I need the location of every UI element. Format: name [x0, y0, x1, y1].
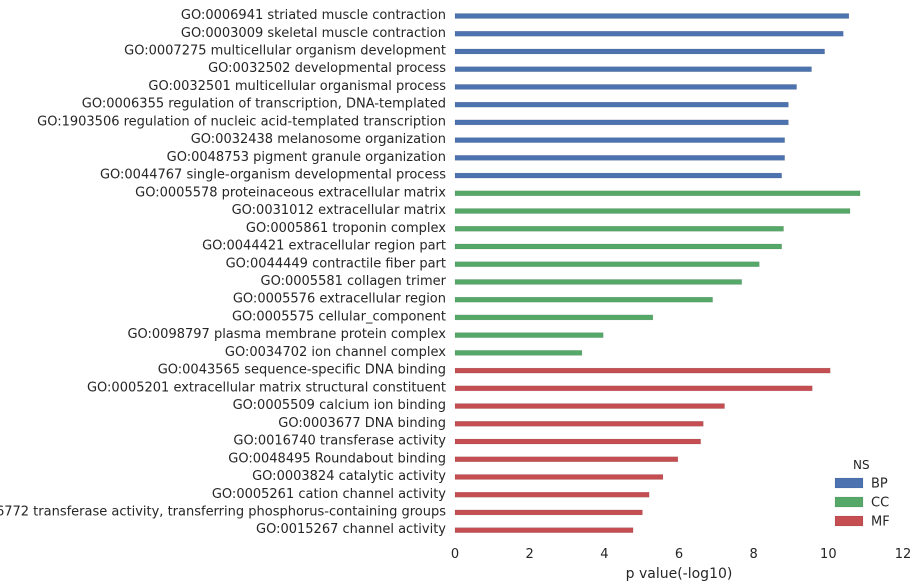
bar-cc: [454, 279, 742, 285]
category-label: GO:0016772 transferase activity, transfe…: [0, 504, 446, 519]
category-label: GO:0044449 contractile fiber part: [226, 256, 446, 271]
legend-label-cc: CC: [871, 496, 889, 511]
legend-swatch-mf: [834, 515, 864, 527]
bar-mf: [454, 367, 831, 374]
bar-mf: [454, 509, 643, 516]
category-label: GO:0006941 striated muscle contraction: [181, 8, 446, 23]
category-label: GO:0043565 sequence-specific DNA binding: [158, 363, 446, 378]
category-label: GO:0032438 melanosome organization: [191, 132, 446, 147]
category-label: GO:0007275 multicellular organism develo…: [124, 44, 446, 59]
x-tick-label: 4: [600, 547, 608, 562]
category-label: GO:0032502 developmental process: [208, 61, 446, 76]
category-label: GO:0005201 extracellular matrix structur…: [87, 380, 446, 395]
bar-bp: [454, 101, 789, 108]
category-label: GO:0016740 transferase activity: [233, 434, 446, 449]
bar-cc: [454, 350, 583, 356]
category-label: GO:0005861 troponin complex: [246, 221, 446, 236]
category-label: GO:0005509 calcium ion binding: [233, 398, 446, 413]
bar-cc: [454, 332, 604, 338]
x-axis-title: p value(-log10): [626, 566, 733, 582]
x-tick-label: 2: [526, 547, 534, 562]
x-tick-label: 12: [895, 547, 912, 562]
legend-swatch-cc: [834, 496, 864, 508]
legend: NS BP CC MF: [834, 458, 890, 530]
bar-bp: [454, 155, 785, 161]
category-label: GO:0005575 cellular_component: [232, 309, 446, 324]
bar-mf: [454, 491, 650, 498]
bar-mf: [454, 456, 679, 462]
bar-bp: [454, 48, 825, 55]
legend-label-mf: MF: [871, 515, 890, 530]
bar-cc: [454, 226, 784, 232]
category-label: GO:0006355 regulation of transcription, …: [82, 97, 446, 112]
bar-bp: [454, 13, 850, 19]
category-label: GO:0005576 extracellular region: [233, 292, 446, 307]
category-labels: GO:0006941 striated muscle contraction GO…: [0, 8, 447, 537]
bars: [454, 13, 861, 533]
bar-mf: [454, 474, 664, 480]
bar-bp: [454, 137, 785, 143]
category-label: GO:1903506 regulation of nucleic acid-te…: [37, 114, 446, 129]
category-label: GO:0098797 plasma membrane protein compl…: [127, 327, 446, 342]
bar-bp: [454, 84, 797, 90]
bar-cc: [454, 296, 713, 303]
bar-mf: [454, 403, 725, 409]
category-label: GO:0005261 cation channel activity: [212, 487, 446, 502]
category-label: GO:0003009 skeletal muscle contraction: [181, 26, 446, 41]
legend-title: NS: [853, 458, 870, 472]
x-tick-label: 10: [820, 547, 837, 562]
bar-cc: [454, 208, 851, 214]
x-axis-ticks: 0 2 4 6 8 10 12: [451, 547, 911, 562]
bar-cc: [454, 190, 861, 197]
category-label: GO:0032501 multicellular organismal proc…: [148, 79, 446, 94]
legend-label-bp: BP: [871, 477, 888, 492]
category-label: GO:0005578 proteinaceous extracellular m…: [135, 185, 446, 200]
bar-cc: [454, 261, 760, 267]
bar-mf: [454, 438, 701, 445]
bar-mf: [454, 527, 634, 533]
bar-mf: [454, 421, 704, 427]
x-tick-label: 8: [750, 547, 758, 562]
category-label: GO:0003824 catalytic activity: [252, 469, 446, 484]
category-label: GO:0044421 extracellular region part: [202, 239, 446, 254]
bar-bp: [454, 30, 844, 37]
bar-mf: [454, 385, 813, 392]
category-label: GO:0031012 extracellular matrix: [232, 203, 447, 218]
x-tick-label: 6: [675, 547, 683, 562]
category-label: GO:0044767 single-organism developmental…: [100, 168, 446, 183]
category-label: GO:0034702 ion channel complex: [225, 345, 446, 360]
bar-bp: [454, 172, 782, 179]
bar-cc: [454, 314, 654, 321]
category-label: GO:0005581 collagen trimer: [261, 274, 447, 289]
category-label: GO:0048753 pigment granule organization: [167, 150, 446, 165]
category-label: GO:0048495 Roundabout binding: [228, 451, 446, 466]
category-label: GO:0015267 channel activity: [256, 522, 446, 537]
bar-bp: [454, 66, 812, 72]
legend-swatch-bp: [834, 477, 864, 489]
x-tick-label: 0: [451, 547, 459, 562]
bar-cc: [454, 243, 782, 250]
bar-bp: [454, 119, 789, 126]
category-label: GO:0003677 DNA binding: [278, 416, 446, 431]
